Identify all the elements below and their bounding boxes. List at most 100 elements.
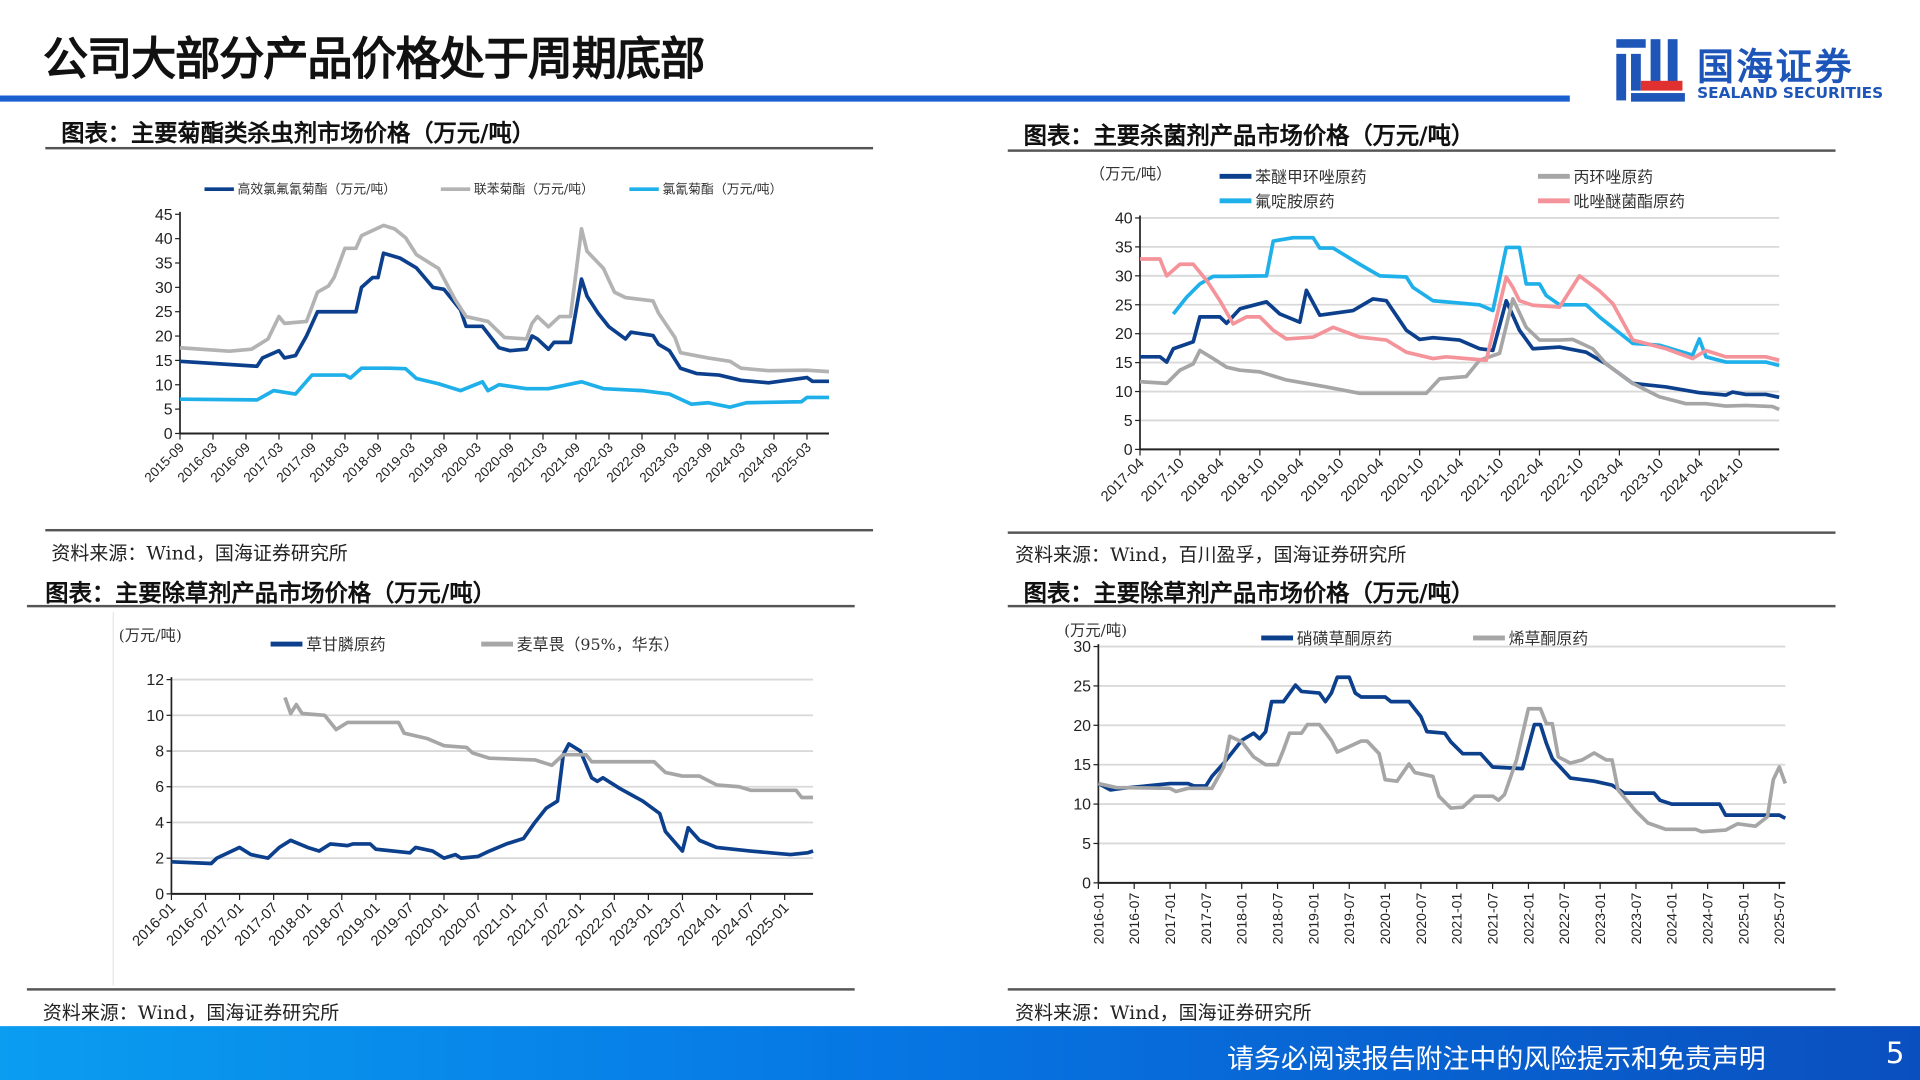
x-tick-label: 2020-04 xyxy=(1338,456,1387,505)
legend-label: 吡唑醚菌酯原药 xyxy=(1573,193,1685,212)
y-tick-label: 25 xyxy=(155,304,173,321)
x-tick-label: 2020-07 xyxy=(1413,892,1429,944)
y-tick-label: 0 xyxy=(155,886,164,903)
chart2-legend-item: 氟啶胺原药 xyxy=(1219,189,1335,212)
chart4-legend-item: 烯草酮原药 xyxy=(1473,626,1588,649)
chart1-legend-item: 联苯菊酯（万元/吨） xyxy=(440,180,594,198)
y-tick-label: 0 xyxy=(1082,875,1091,892)
chart3-unit-label: (万元/吨) xyxy=(118,625,182,645)
chart4-legend-item: 硝磺草酮原药 xyxy=(1261,626,1392,649)
chart2-bottom-rule xyxy=(1007,531,1836,534)
x-tick-label: 2016-07 xyxy=(1126,892,1142,944)
chart1-bottom-rule xyxy=(45,528,874,531)
y-tick-label: 12 xyxy=(146,672,164,689)
chart4-top-rule xyxy=(1007,604,1836,608)
company-logo: 国海证券 SEALAND SECURITIES xyxy=(1614,34,1883,107)
footer-disclaimer[interactable]: 请务必阅读报告附注中的风险提示和免责声明 xyxy=(1226,1044,1766,1076)
y-tick-label: 25 xyxy=(1115,297,1133,314)
legend-swatch xyxy=(1537,197,1570,203)
y-tick-label: 8 xyxy=(155,744,164,761)
x-tick-label: 2025-01 xyxy=(1735,892,1751,944)
legend-swatch xyxy=(1261,634,1294,640)
chart2-legend-item: 吡唑醚菌酯原药 xyxy=(1537,189,1685,212)
x-tick-label: 2017-01 xyxy=(1162,892,1178,944)
chart3-legend-item: 草甘膦原药 xyxy=(270,632,386,656)
legend-label: 草甘膦原药 xyxy=(306,636,386,656)
chart1-source: 资料来源：Wind，国海证券研究所 xyxy=(51,542,348,565)
x-tick-label: 2024-07 xyxy=(1700,892,1716,944)
legend-label: 氟啶胺原药 xyxy=(1255,193,1335,212)
y-tick-label: 15 xyxy=(155,353,173,370)
y-tick-label: 20 xyxy=(1073,718,1091,735)
y-tick-label: 40 xyxy=(1115,210,1133,227)
y-tick-label: 30 xyxy=(1073,639,1091,656)
series-line-0 xyxy=(1140,288,1780,400)
series-line-2 xyxy=(179,366,829,409)
x-tick-label: 2023-10 xyxy=(1618,456,1667,505)
legend-label: 硝磺草酮原药 xyxy=(1296,630,1393,649)
y-tick-label: 4 xyxy=(155,815,164,832)
series-line-0 xyxy=(1097,675,1787,820)
y-tick-label: 6 xyxy=(155,779,164,796)
legend-label: 丙环唑原药 xyxy=(1573,168,1654,188)
x-tick-label: 2021-10 xyxy=(1458,456,1507,505)
x-tick-label: 2019-04 xyxy=(1258,456,1307,505)
legend-label: 苯醚甲环唑原药 xyxy=(1255,168,1367,188)
legend-swatch xyxy=(204,187,234,192)
x-tick-label: 2018-07 xyxy=(1269,892,1285,944)
chart2-top-rule xyxy=(1007,149,1836,152)
chart2-legend-item: 苯醚甲环唑原药 xyxy=(1219,164,1367,188)
series-line-1 xyxy=(179,223,830,374)
y-tick-label: 5 xyxy=(164,402,173,419)
y-tick-label: 30 xyxy=(1115,268,1133,285)
legend-label: 麦草畏（95%，华东） xyxy=(516,636,680,656)
legend-swatch xyxy=(1219,173,1252,179)
legend-swatch xyxy=(1537,173,1570,179)
y-tick-label: 5 xyxy=(1082,836,1091,853)
c2-plot: 05101520253035402017-042017-102018-04201… xyxy=(1098,210,1780,505)
x-tick-label: 2023-07 xyxy=(1628,892,1644,944)
x-tick-label: 2020-10 xyxy=(1378,456,1427,505)
series-line-1 xyxy=(283,696,814,800)
y-tick-label: 5 xyxy=(1124,413,1133,430)
x-tick-label: 2023-01 xyxy=(1592,892,1608,944)
chart2-title: 图表：主要杀菌剂产品市场价格（万元/吨） xyxy=(1023,122,1475,150)
series-line-3 xyxy=(1140,257,1780,363)
chart2-legend-item: 丙环唑原药 xyxy=(1537,164,1654,188)
header-divider xyxy=(0,95,1570,102)
x-tick-label: 2019-07 xyxy=(1341,892,1357,944)
chart2-source: 资料来源：Wind，百川盈孚，国海证券研究所 xyxy=(1015,543,1407,566)
y-tick-label: 15 xyxy=(1073,757,1091,774)
chart1-top-rule xyxy=(45,146,874,150)
x-tick-label: 2024-01 xyxy=(1664,892,1680,944)
legend-swatch xyxy=(1473,634,1505,640)
c1-plot: 0510152025303540452015-092016-032016-092… xyxy=(141,207,830,485)
legend-swatch xyxy=(1219,197,1252,203)
footer-bar: 请务必阅读报告附注中的风险提示和免责声明 5 xyxy=(0,1026,1920,1080)
chart4-title: 图表：主要除草剂产品市场价格（万元/吨） xyxy=(1023,580,1475,608)
y-tick-label: 15 xyxy=(1115,355,1133,372)
x-tick-label: 2019-10 xyxy=(1298,456,1347,505)
y-tick-label: 10 xyxy=(1115,384,1133,401)
legend-label: 烯草酮原药 xyxy=(1508,630,1589,649)
y-tick-label: 10 xyxy=(146,708,164,725)
chart3-top-rule xyxy=(26,604,855,608)
legend-swatch xyxy=(481,641,514,646)
chart3-bottom-rule xyxy=(26,988,855,991)
legend-swatch xyxy=(270,641,303,646)
y-tick-label: 30 xyxy=(155,280,173,297)
logo-text-en: SEALAND SECURITIES xyxy=(1697,83,1884,102)
chart4-source: 资料来源：Wind，国海证券研究所 xyxy=(1015,1001,1312,1024)
chart4-bottom-rule xyxy=(1007,988,1836,991)
page-number: 5 xyxy=(1885,1035,1905,1071)
y-tick-label: 40 xyxy=(155,231,173,248)
x-tick-label: 2019-01 xyxy=(1305,892,1321,944)
x-tick-label: 2024-10 xyxy=(1698,456,1747,505)
logo-mark-icon xyxy=(1616,39,1685,102)
x-tick-label: 2018-10 xyxy=(1218,456,1267,505)
chart1-legend-item: 高效氯氟氰菊酯（万元/吨） xyxy=(204,180,396,198)
x-tick-label: 2025-07 xyxy=(1771,892,1787,944)
x-tick-label: 2017-04 xyxy=(1098,456,1147,505)
